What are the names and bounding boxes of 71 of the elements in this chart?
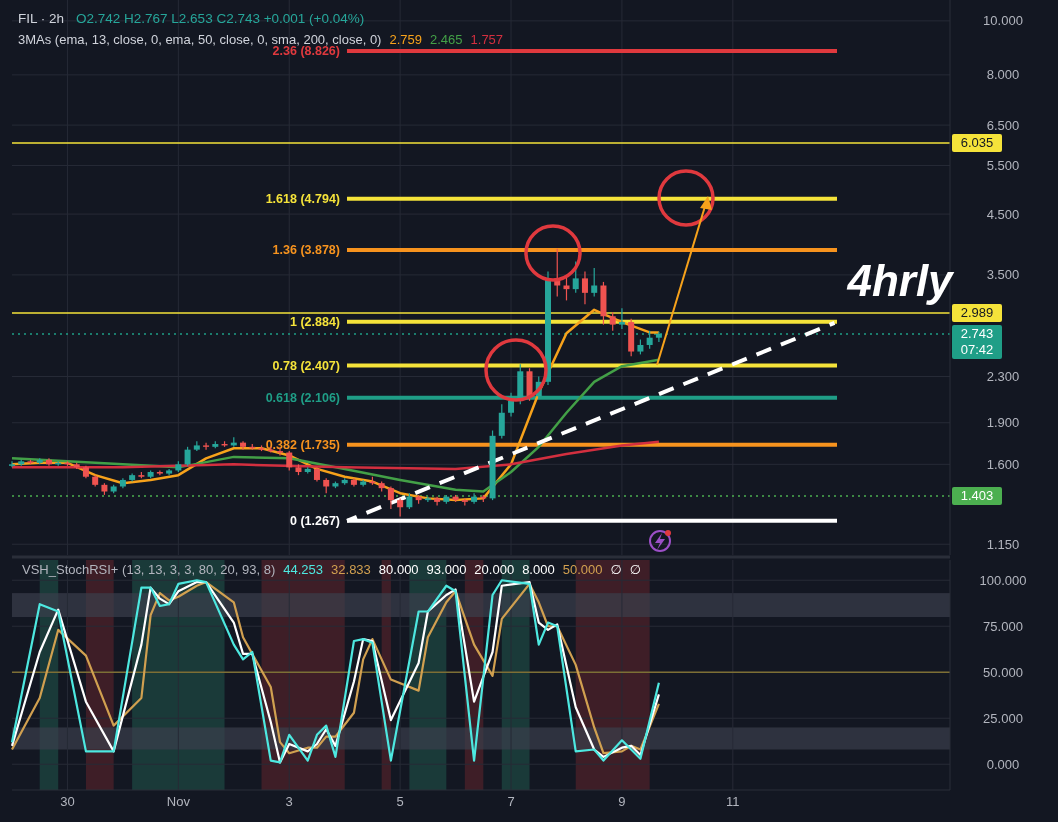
ref-line-label: 2.989	[960, 305, 994, 321]
annotation: 8.000	[522, 562, 555, 577]
candlestick	[591, 267, 598, 298]
chart-title: VSH_StochRSI+ (13, 13, 3, 3, 80, 20, 93, 8)	[22, 562, 276, 577]
annotation: 93.000	[426, 562, 467, 577]
candlestick	[498, 403, 505, 440]
annotation: 2.759	[389, 32, 422, 47]
y-tick-label: 1.900	[986, 415, 1020, 431]
y-tick-label: 4.500	[986, 206, 1020, 222]
y-tick-label: 8.000	[986, 67, 1020, 83]
y-tick-label: 5.500	[986, 158, 1020, 174]
candlestick	[655, 331, 662, 343]
candlestick	[286, 450, 293, 472]
y-tick-label: 0.000	[986, 756, 1020, 772]
candlestick	[581, 270, 588, 305]
ref-line-label: 0.382 (1.735)	[265, 438, 340, 453]
ref-line-label: 2.36 (8.826)	[272, 44, 340, 59]
candlestick	[387, 485, 394, 510]
y-tick-label: 1.150	[986, 536, 1020, 552]
y-tick-label: 3.500	[986, 267, 1020, 283]
text: O2.742 H2.767 L2.653 C2.743 +0.001 (+0.04%)	[76, 11, 365, 26]
annotation: 4hrly	[846, 256, 956, 305]
annotation: 2.465	[430, 32, 463, 47]
annotation: 50.000	[562, 562, 603, 577]
annotation: 80.000	[378, 562, 419, 577]
ref-line-label: 0 (1.267)	[289, 514, 340, 529]
y-tick-label: 100.000	[979, 572, 1027, 588]
candlestick	[646, 330, 653, 350]
ref-line-label: 0.618 (2.106)	[265, 391, 340, 406]
annotation: 44.253	[283, 562, 324, 577]
ref-line-label: 6.035	[960, 135, 994, 151]
text: FIL · 2h	[18, 11, 65, 26]
annotation: ∅	[610, 562, 622, 577]
y-tick-label: 50.000	[983, 664, 1023, 680]
x-tick-label: 7	[507, 794, 515, 809]
ref-line-label: 0.78 (2.407)	[272, 358, 340, 373]
candlestick	[471, 492, 478, 505]
y-tick-label: 25.000	[983, 710, 1023, 726]
candlestick	[184, 446, 191, 467]
ref-line-label: 1 (2.884)	[289, 315, 340, 330]
x-tick-label: 3	[285, 794, 293, 809]
ref-line-label: 1.403	[960, 488, 994, 504]
annotation: 20.000	[474, 562, 515, 577]
x-tick-label: 9	[618, 794, 626, 809]
ref-line-label: 1.36 (3.878)	[272, 243, 340, 258]
candlestick	[572, 260, 579, 294]
candlestick	[9, 460, 15, 468]
candlestick	[277, 447, 283, 457]
ref-line-label: 1.618 (4.794)	[265, 192, 340, 207]
x-tick-label: 5	[396, 794, 404, 809]
candlestick	[424, 496, 431, 503]
candlestick	[397, 497, 404, 518]
candlestick	[156, 469, 163, 476]
x-tick-label: Nov	[166, 794, 191, 809]
annotation: 1.757	[470, 32, 504, 47]
x-tick-label: 30	[60, 794, 75, 809]
candlestick	[203, 442, 210, 451]
annotation: 3MAs (ema, 13, close, 0, ema, 50, close, 0, sma, 200, close, 0)	[18, 32, 382, 47]
x-tick-label: 11	[726, 794, 740, 809]
y-tick-label: 1.600	[986, 456, 1020, 472]
candlestick	[508, 392, 515, 418]
ref-line-label: 2.743 07:42	[960, 325, 994, 357]
y-tick-label: 6.500	[986, 117, 1020, 133]
y-tick-label: 75.000	[983, 618, 1023, 634]
y-tick-label: 2.300	[986, 369, 1020, 385]
candlestick	[609, 311, 616, 332]
annotation: ∅	[629, 562, 642, 577]
candlestick	[618, 307, 625, 330]
y-tick-label: 10.000	[983, 13, 1023, 29]
annotation: 32.833	[331, 562, 371, 577]
candlestick	[240, 440, 247, 451]
